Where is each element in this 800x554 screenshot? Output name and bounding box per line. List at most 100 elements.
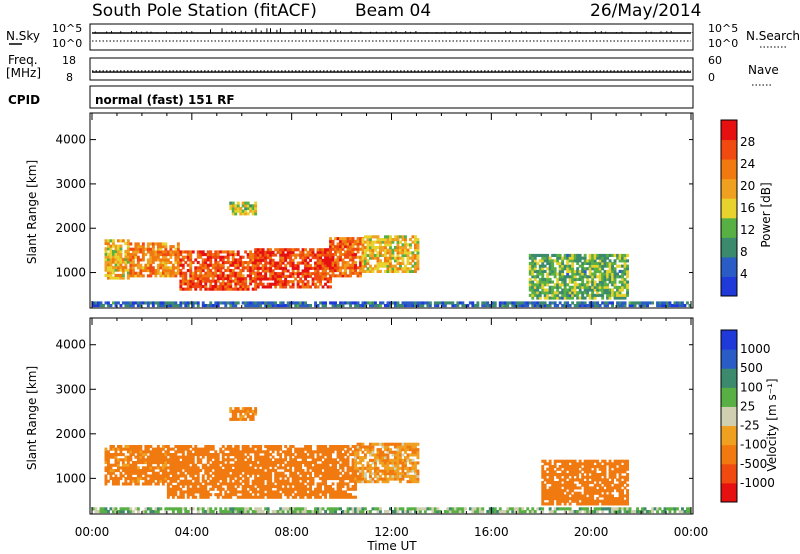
heatmap-cell [616,291,619,295]
heatmap-cell [593,272,597,276]
heatmap-cell [171,474,175,478]
heatmap-cell [209,282,213,286]
heatmap-cell [156,266,160,270]
heatmap-cell [381,238,385,242]
heatmap-cell [301,304,305,308]
heatmap-cell [613,291,617,295]
heatmap-cell [621,253,624,257]
heatmap-cell [269,477,273,481]
heatmap-cell [184,458,188,462]
heatmap-cell [201,253,205,257]
heatmap-cell [661,304,664,308]
heatmap-cell [389,240,392,244]
heatmap-cell [291,269,295,273]
heatmap-cell [196,479,200,483]
heatmap-cell [331,487,335,491]
heatmap-cell [186,287,190,291]
heatmap-cell [588,462,592,466]
heatmap-cell [246,255,250,259]
heatmap-cell [249,207,253,211]
heatmap-cell [566,467,570,471]
heatmap-cell [264,453,268,457]
heatmap-cell [571,259,575,263]
heatmap-cell [414,466,417,470]
heatmap-cell [156,450,160,454]
heatmap-cell [117,477,120,481]
heatmap-cell [241,450,245,454]
heatmap-cell [553,291,557,295]
heatmap-cell [613,462,617,466]
heatmap-cell [598,288,602,292]
heatmap-cell [384,461,387,465]
heatmap-cell [259,450,263,454]
heatmap-cell [254,453,258,457]
heatmap-cell [396,466,400,470]
heatmap-cell [241,212,245,216]
heatmap-cell [196,453,200,457]
heatmap-cell [266,482,270,486]
heatmap-cell [129,463,133,467]
heatmap-cell [94,510,98,514]
heatmap-cell [601,264,605,268]
heatmap-cell [309,479,312,483]
heatmap-cell [294,450,298,454]
heatmap-cell [391,453,395,457]
heatmap-cell [264,266,268,270]
heatmap-cell [184,510,188,514]
heatmap-cell [319,256,322,260]
heatmap-cell [176,250,180,254]
colorbar-tick-label: 24 [740,157,755,171]
heatmap-cell [241,287,245,291]
heatmap-cell [531,304,535,308]
heatmap-cell [279,256,283,260]
heatmap-cell [404,251,407,255]
heatmap-cell [351,477,355,481]
heatmap-cell [136,245,140,249]
heatmap-cell [329,466,332,470]
heatmap-cell [291,301,295,305]
heatmap-cell [246,471,250,475]
heatmap-cell [249,282,253,286]
heatmap-cell [239,279,243,283]
heatmap-cell [626,489,629,493]
heatmap-cell [124,458,128,462]
heatmap-cell [473,304,477,308]
heatmap-cell [521,304,525,308]
heatmap-cell [146,474,150,478]
heatmap-cell [229,271,233,275]
heatmap-cell [334,258,337,262]
heatmap-cell [329,250,332,254]
heatmap-cell [366,450,370,454]
heatmap-cell [608,491,612,495]
heatmap-cell [548,264,552,268]
heatmap-cell [401,453,405,457]
heatmap-cell [359,461,362,465]
heatmap-cell [588,280,592,284]
heatmap-cell [593,296,597,300]
heatmap-cell [404,442,407,446]
heatmap-cell [578,264,582,268]
heatmap-cell [364,472,367,476]
heatmap-cell [371,480,375,484]
heatmap-cell [608,296,612,300]
heatmap-cell [414,304,417,308]
heatmap-cell [339,445,342,449]
heatmap-cell [216,477,220,481]
heatmap-cell [281,450,285,454]
heatmap-cell [259,455,263,459]
heatmap-cell [344,301,347,305]
heatmap-cell [231,471,235,475]
heatmap-cell [206,455,210,459]
y-tick-label: 4000 [55,133,86,147]
heatmap-cell [326,455,330,459]
heatmap-cell [189,285,193,289]
heatmap-cell [334,495,337,499]
heatmap-cell [254,479,258,483]
heatmap-cell [351,463,355,467]
heatmap-cell [538,264,542,268]
heatmap-cell [249,407,253,411]
heatmap-cell [386,442,390,446]
heatmap-cell [416,259,420,263]
heatmap-cell [329,253,332,257]
heatmap-cell [324,453,327,457]
